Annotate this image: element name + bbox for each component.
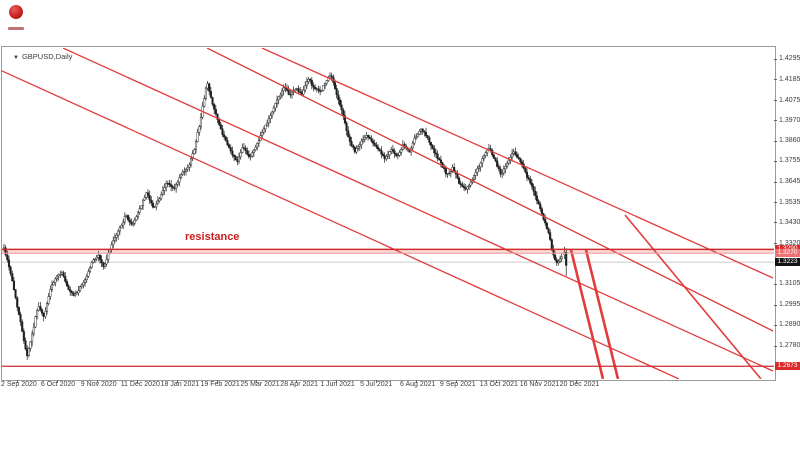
time-axis-label: 2 Sep 2020 <box>1 381 37 388</box>
price-axis-label: 1.2780 <box>779 342 800 349</box>
price-axis-label: 1.3860 <box>779 137 800 145</box>
time-tick <box>376 380 378 383</box>
chevron-down-icon: ▼ <box>13 55 19 61</box>
price-tick <box>774 222 777 224</box>
time-tick <box>535 380 537 383</box>
price-axis-label: 1.4185 <box>779 75 800 83</box>
thick-arrow-2[interactable] <box>584 249 620 379</box>
time-axis-label: 13 Oct 2021 <box>479 381 518 388</box>
price-axis-label: 1.2995 <box>779 301 800 309</box>
time-axis-label: 9 Nov 2020 <box>80 381 117 388</box>
time-tick <box>495 380 497 383</box>
price-axis-label: 1.3645 <box>779 178 800 186</box>
price-tick <box>774 243 777 245</box>
time-tick <box>296 380 298 383</box>
time-tick <box>416 380 417 383</box>
time-tick <box>176 380 178 383</box>
chart-window <box>1 46 776 381</box>
bid-price-tag: 1.3223 <box>775 258 800 267</box>
time-axis-label: 25 Mar 2021 <box>240 381 280 388</box>
app-shortcut-icon <box>9 5 23 19</box>
resistance-zone[interactable] <box>2 249 774 254</box>
price-axis-label: 1.4075 <box>779 96 800 104</box>
thick-arrow-1[interactable] <box>569 249 605 379</box>
price-axis-label: 1.4295 <box>779 55 800 62</box>
price-tick <box>774 120 777 122</box>
time-tick <box>575 380 577 383</box>
breakdown-line[interactable] <box>624 214 762 379</box>
price-tick <box>774 324 777 326</box>
channel-line-3[interactable] <box>206 48 774 332</box>
symbol-period-dropdown[interactable]: ▼ GBPUSD,Daily <box>13 52 72 61</box>
price-tick <box>774 345 777 347</box>
time-axis-label: 19 Feb 2021 <box>200 381 240 388</box>
chart-plot-area[interactable] <box>2 48 774 379</box>
price-tick <box>774 140 777 142</box>
price-tick <box>774 283 777 285</box>
time-tick <box>336 380 338 383</box>
price-axis-label: 1.2890 <box>779 321 800 329</box>
price-tick <box>774 202 777 204</box>
price-axis-label: 1.3535 <box>779 198 800 206</box>
price-axis-label: 1.3430 <box>779 218 800 226</box>
price-tick <box>774 100 777 102</box>
channel-line-1[interactable] <box>62 48 774 372</box>
time-axis-label: 6 Aug 2021 <box>400 381 436 388</box>
price-tick <box>774 181 777 183</box>
time-axis-label: 9 Sep 2021 <box>439 381 476 388</box>
price-axis-label: 1.3755 <box>779 157 800 165</box>
time-tick <box>17 380 18 383</box>
time-axis-label: 28 Apr 2021 <box>280 381 319 388</box>
symbol-label: GBPUSD,Daily <box>21 52 73 61</box>
time-tick <box>216 380 218 383</box>
price-tick <box>774 304 777 306</box>
resistance-lower-tag: 1.3270 <box>775 249 800 258</box>
channel-line-2[interactable] <box>2 70 680 379</box>
time-tick <box>256 380 258 383</box>
time-tick <box>56 380 58 383</box>
price-tick <box>774 160 777 162</box>
time-axis-label: 1 Jun 2021 <box>320 381 355 388</box>
time-axis-label: 20 Dec 2021 <box>559 381 600 388</box>
price-axis-label: 1.3105 <box>779 280 800 288</box>
price-tick <box>774 79 777 81</box>
app-shortcut[interactable] <box>6 3 28 33</box>
time-tick <box>455 380 457 383</box>
candlesticks[interactable] <box>2 72 568 360</box>
time-axis-label: 16 Nov 2021 <box>519 381 560 388</box>
price-axis-label: 1.3970 <box>779 116 800 124</box>
price-tick <box>774 58 777 60</box>
support-tag: 1.2673 <box>775 362 800 371</box>
shortcut-caption <box>8 27 24 30</box>
price-axis-label: 1.3320 <box>779 239 800 247</box>
resistance-text-object[interactable]: resistance <box>185 231 240 243</box>
time-axis-label: 18 Jan 2021 <box>160 381 200 388</box>
time-tick <box>136 380 138 383</box>
time-axis-label: 11 Dec 2020 <box>120 381 160 388</box>
time-axis-label: 5 Jul 2021 <box>360 381 393 388</box>
channel-line-4[interactable] <box>261 48 774 279</box>
time-axis-label: 6 Oct 2020 <box>40 381 76 388</box>
time-tick <box>96 380 98 383</box>
